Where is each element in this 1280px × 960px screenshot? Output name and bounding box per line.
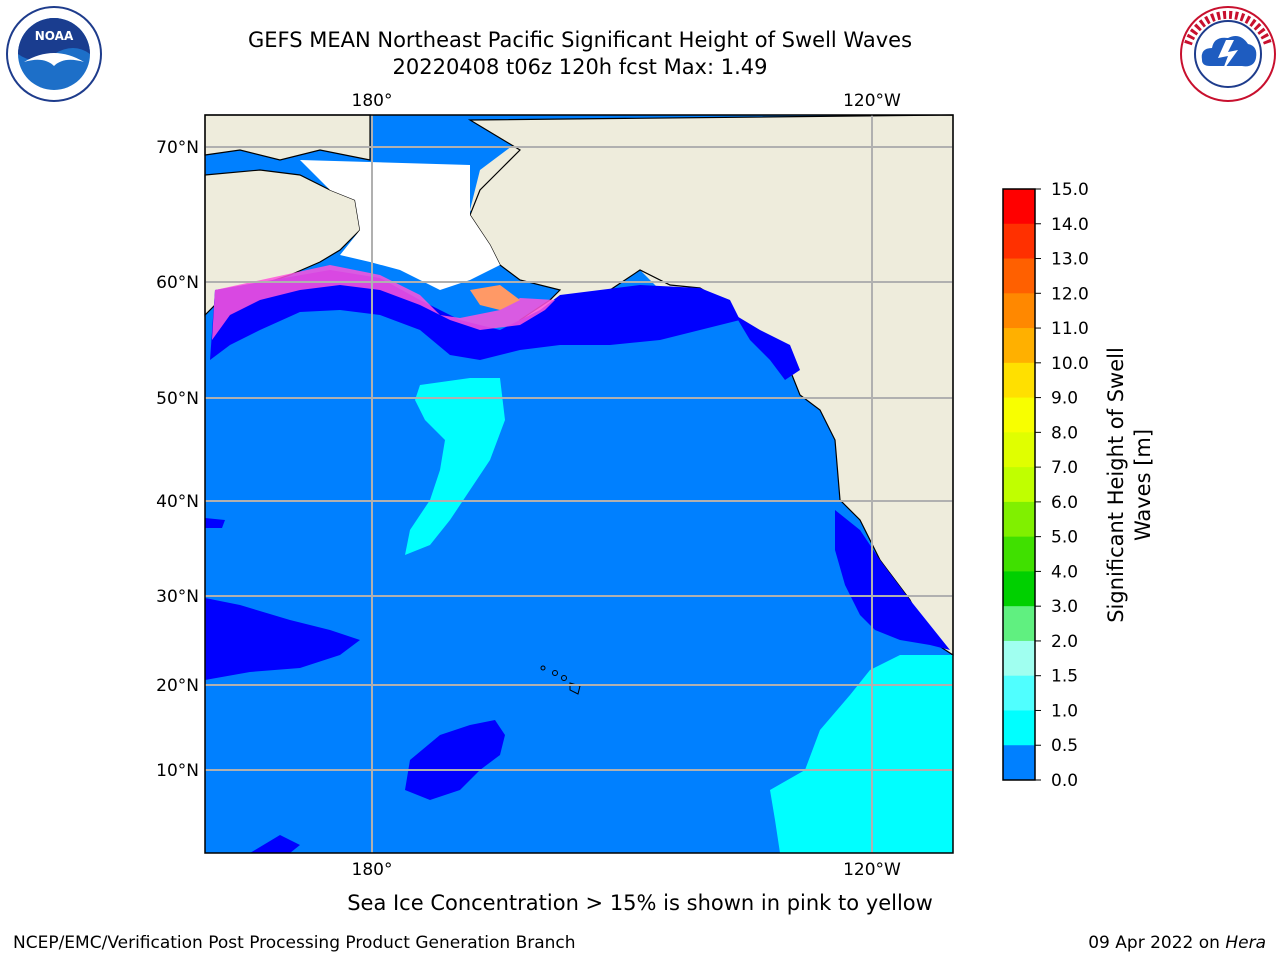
colorbar-segment — [1003, 328, 1035, 364]
colorbar-tick-label: 1.0 — [1051, 701, 1078, 721]
map-gridlines — [205, 115, 953, 853]
colorbar-tick-label: 11.0 — [1051, 319, 1089, 339]
colorbar-segment — [1003, 258, 1035, 294]
swell-patch-north — [405, 378, 505, 555]
map-frame — [204, 114, 954, 854]
colorbar-frame — [1002, 188, 1036, 781]
colorbar-tick-label: 7.0 — [1051, 458, 1078, 478]
colorbar-segment — [1003, 467, 1035, 503]
sea-ice-caption: Sea Ice Concentration > 15% is shown in … — [347, 891, 933, 915]
colorbar-tick-label: 10.0 — [1051, 354, 1089, 374]
colorbar-segment — [1003, 397, 1035, 433]
colorbar-segment — [1003, 189, 1035, 225]
lat-label: 30°N — [156, 587, 199, 607]
colorbar-segment — [1003, 536, 1035, 572]
colorbar-segment — [1003, 606, 1035, 642]
lat-label: 50°N — [156, 389, 199, 409]
colorbar-tick-label: 6.0 — [1051, 493, 1078, 513]
colorbar-segment — [1003, 223, 1035, 260]
lat-label: 20°N — [156, 676, 199, 696]
footer-date-text: 09 Apr 2022 on — [1088, 933, 1226, 953]
top-lon-label: 120°W — [843, 91, 901, 111]
bottom-lon-label: 180° — [352, 860, 393, 880]
siberia-land — [204, 114, 371, 161]
colorbar-segment — [1003, 362, 1035, 399]
lat-label: 60°N — [156, 273, 199, 293]
colorbar — [1002, 188, 1036, 781]
colorbar-label-line-1: Significant Height of Swell — [1104, 347, 1128, 623]
colorbar-label-line-2: Waves [m] — [1131, 429, 1155, 541]
colorbar-segment — [1003, 640, 1035, 677]
svg-text:NOAA: NOAA — [35, 29, 74, 43]
colorbar-tick-label: 8.0 — [1051, 423, 1078, 443]
lat-label: 40°N — [156, 492, 199, 512]
colorbar-segment — [1003, 675, 1035, 711]
top-lon-label: 180° — [352, 91, 393, 111]
lat-label: 10°N — [156, 761, 199, 781]
lat-label: 70°N — [156, 138, 199, 158]
colorbar-tick-label: 2.0 — [1051, 632, 1078, 652]
nws-logo — [1180, 6, 1276, 102]
colorbar-segment — [1003, 293, 1035, 329]
colorbar-tick-label: 5.0 — [1051, 528, 1078, 548]
colorbar-segment — [1003, 710, 1035, 746]
colorbar-segment — [1003, 432, 1035, 468]
colorbar-segment — [1003, 501, 1035, 538]
colorbar-tick-label: 0.5 — [1051, 736, 1078, 756]
colorbar-tick-label: 13.0 — [1051, 250, 1089, 270]
colorbar-tick-label: 0.0 — [1051, 771, 1078, 791]
colorbar-tick-label: 4.0 — [1051, 562, 1078, 582]
bottom-lon-label: 120°W — [843, 860, 901, 880]
noaa-logo: NOAA — [6, 6, 102, 102]
swell-patch-southeast — [770, 655, 953, 853]
colorbar-ticks: 15.0 14.0 13.0 12.0 11.0 10.0 9.0 8.0 7.0 6.0 5.0 4… — [1035, 180, 1089, 791]
footer-date: 09 Apr 2022 on Hera — [1088, 933, 1266, 953]
colorbar-tick-label: 3.0 — [1051, 597, 1078, 617]
colorbar-tick-label: 14.0 — [1051, 215, 1089, 235]
footer-credit: NCEP/EMC/Verification Post Processing Pr… — [13, 933, 576, 953]
colorbar-segment — [1003, 571, 1035, 607]
colorbar-tick-label: 9.0 — [1051, 389, 1078, 409]
footer-host: Hera — [1225, 933, 1266, 953]
colorbar-segment — [1003, 745, 1035, 781]
colorbar-tick-label: 12.0 — [1051, 284, 1089, 304]
title-line-2: 20220408 t06z 120h fcst Max: 1.49 — [392, 55, 768, 79]
colorbar-tick-label: 1.5 — [1051, 667, 1078, 687]
title-line-1: GEFS MEAN Northeast Pacific Significant … — [247, 28, 913, 52]
colorbar-tick-label: 15.0 — [1051, 180, 1089, 200]
